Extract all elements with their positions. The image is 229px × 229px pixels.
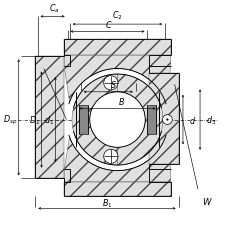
Wedge shape xyxy=(72,75,117,165)
Text: $C_a$: $C_a$ xyxy=(49,2,59,15)
Text: $B_1$: $B_1$ xyxy=(101,197,112,210)
Text: $d_1$: $d_1$ xyxy=(44,114,54,126)
Bar xyxy=(64,39,170,56)
Bar xyxy=(148,74,178,164)
Text: $C_2$: $C_2$ xyxy=(112,10,122,22)
Wedge shape xyxy=(117,75,162,165)
Bar xyxy=(147,106,156,134)
Text: $S$: $S$ xyxy=(109,79,116,90)
Bar xyxy=(35,57,64,179)
Text: $B$: $B$ xyxy=(118,95,125,106)
Polygon shape xyxy=(64,137,170,182)
Text: $D_{sp}$: $D_{sp}$ xyxy=(3,114,18,127)
Circle shape xyxy=(162,115,172,125)
Text: $C$: $C$ xyxy=(104,19,112,30)
Text: $D_1$: $D_1$ xyxy=(29,114,40,126)
Bar xyxy=(64,182,170,196)
Circle shape xyxy=(166,119,168,121)
Text: $d$: $d$ xyxy=(188,114,195,125)
Bar xyxy=(78,106,87,134)
Polygon shape xyxy=(64,56,170,103)
Circle shape xyxy=(103,76,117,90)
Text: $d_3$: $d_3$ xyxy=(205,114,215,126)
Circle shape xyxy=(89,92,144,148)
Circle shape xyxy=(103,150,117,164)
Text: $W$: $W$ xyxy=(201,195,212,206)
